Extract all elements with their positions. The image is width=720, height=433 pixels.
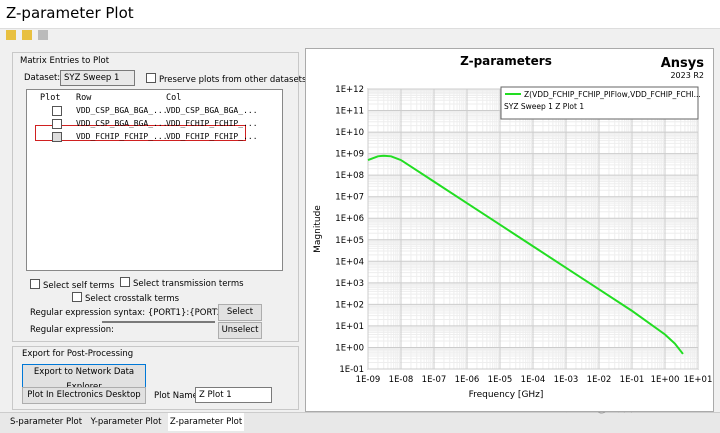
chart-title: Z-parameters	[460, 54, 552, 68]
checkbox[interactable]: Preserve plots from other datasets	[146, 73, 306, 85]
checkbox-label: Select transmission terms	[133, 279, 244, 289]
header: Col	[166, 93, 182, 103]
x-tick-label: 1E-09	[356, 375, 381, 385]
plot-name-input[interactable]: Z Plot 1	[195, 387, 272, 403]
header: Row	[76, 93, 92, 103]
x-tick-label: 1E-06	[455, 375, 480, 385]
y-tick-label: 1E+02	[335, 300, 364, 310]
y-tick-label: 1E+00	[335, 343, 364, 353]
label: Dataset:	[24, 73, 61, 83]
checkbox[interactable]: Select self terms	[30, 279, 114, 291]
x-tick-label: 1E-04	[521, 375, 546, 385]
col-cell: VDD_CSP_BGA_BGA_...	[166, 106, 258, 115]
y-tick-label: 1E+03	[335, 279, 364, 289]
y-tick-label: 1E+08	[335, 171, 364, 181]
checkbox-label: Preserve plots from other datasets	[159, 75, 307, 85]
toolbar-icon[interactable]	[38, 30, 48, 40]
group-title: Export for Post-Processing	[22, 349, 134, 359]
x-tick-label: 1E-08	[389, 375, 414, 385]
y-tick-label: 1E-01	[339, 365, 364, 375]
checkbox[interactable]: Select crosstalk terms	[72, 292, 179, 304]
row-cell: VDD_CSP_BGA_BGA_...	[76, 119, 168, 128]
label: Regular expression:	[30, 325, 115, 335]
x-tick-label: 1E-01	[620, 375, 645, 385]
window-title: Z-parameter Plot	[6, 4, 134, 22]
label: Plot Name:	[154, 391, 201, 401]
x-tick-label: 1E-07	[422, 375, 447, 385]
row-checkbox[interactable]	[52, 132, 65, 144]
checkbox-label: Select self terms	[43, 281, 115, 291]
tab[interactable]: Z-parameter Plot	[168, 413, 244, 431]
tab[interactable]: S-parameter Plot	[9, 417, 83, 427]
version: 2023 R2	[670, 71, 704, 80]
select-button[interactable]: Select	[218, 304, 262, 321]
toolbar-icon[interactable]	[22, 30, 32, 40]
x-tick-label: 1E-02	[587, 375, 612, 385]
brand: Ansys	[661, 56, 705, 71]
x-tick-label: 1E-03	[554, 375, 579, 385]
label: Regular expression syntax: {PORT1}:{PORT…	[30, 308, 228, 318]
unselect-button[interactable]: Unselect	[218, 322, 262, 339]
group-title: Matrix Entries to Plot	[20, 56, 110, 66]
col-cell: VDD_FCHIP_FCHIP_...	[166, 119, 258, 128]
y-tick-label: 1E+11	[335, 107, 364, 117]
row-cell: VDD_FCHIP_FCHIP_...	[76, 132, 168, 141]
regex-input[interactable]	[102, 321, 215, 323]
title-bar	[0, 0, 720, 29]
series-line	[367, 154, 684, 355]
x-tick-label: 1E-05	[488, 375, 513, 385]
y-tick-label: 1E+04	[335, 257, 364, 267]
col-cell: VDD_FCHIP_FCHIP_...	[166, 132, 258, 141]
y-tick-label: 1E+10	[335, 128, 364, 138]
toolbar-icon[interactable]	[6, 30, 16, 40]
chart: Z-parameters Ansys 2023 R2 Frequency [GH…	[305, 48, 714, 412]
y-tick-label: 1E+01	[335, 322, 364, 332]
row-checkbox[interactable]	[52, 119, 65, 131]
matrix-table	[26, 89, 283, 271]
legend-note: SYZ Sweep 1 Z Plot 1	[504, 102, 584, 111]
header: Plot	[40, 93, 61, 103]
plot-button[interactable]: Plot In Electronics Desktop	[22, 387, 146, 404]
dataset-select[interactable]: SYZ Sweep 1	[60, 70, 135, 86]
row-checkbox[interactable]	[52, 106, 65, 118]
row-cell: VDD_CSP_BGA_BGA_...	[76, 106, 168, 115]
group-box	[12, 346, 299, 410]
y-tick-label: 1E+06	[335, 214, 364, 224]
y-tick-label: 1E+07	[335, 193, 364, 203]
legend	[500, 86, 699, 120]
highlight	[35, 125, 246, 141]
tab[interactable]: Y-parameter Plot	[90, 417, 162, 427]
checkbox[interactable]: Select transmission terms	[120, 277, 244, 289]
y-tick-label: 1E+09	[335, 150, 364, 160]
group-box	[12, 52, 299, 342]
y-axis-label: Magnitude	[313, 205, 323, 253]
checkbox-label: Select crosstalk terms	[85, 294, 180, 304]
x-tick-label: 1E+01	[684, 375, 713, 385]
y-tick-label: 1E+12	[335, 85, 364, 95]
x-axis-label: Frequency [GHz]	[469, 390, 544, 400]
y-tick-label: 1E+05	[335, 236, 364, 246]
legend-label: Z(VDD_FCHIP_FCHIP_PIFlow,VDD_FCHIP_FCHI.…	[524, 90, 701, 99]
x-tick-label: 1E+00	[651, 375, 680, 385]
tab-bar: S-parameter Plot Y-parameter Plot Z-parame…	[0, 412, 720, 433]
